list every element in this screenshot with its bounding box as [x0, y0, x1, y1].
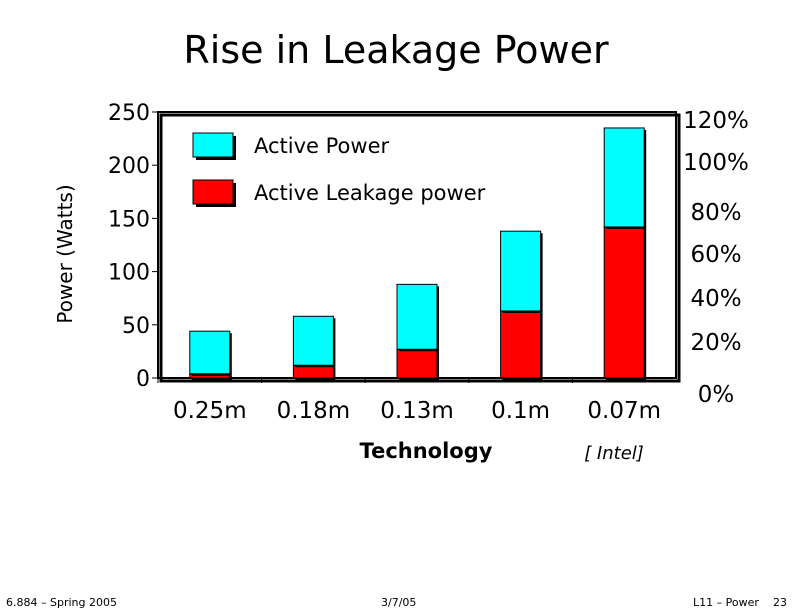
y-tick-label: 150	[108, 207, 150, 232]
y2-tick-label: 20%	[690, 330, 741, 356]
legend-label: Active Leakage power	[254, 181, 486, 205]
x-tick-label: 0.25m	[173, 398, 247, 424]
footer-page-number: 23	[773, 596, 787, 609]
x-axis-title: Technology	[360, 439, 493, 463]
x-tick-label: 0.13m	[380, 398, 454, 424]
x-tick-label: 0.18m	[277, 398, 351, 424]
y2-tick-label: 0%	[698, 382, 735, 408]
bar-leakage-power	[500, 310, 542, 379]
legend-swatch	[192, 179, 234, 205]
footer-course: 6.884 – Spring 2005	[6, 596, 117, 609]
bar-active-power	[189, 330, 231, 375]
footer-date: 3/7/05	[381, 596, 417, 609]
x-tick-label: 0.07m	[587, 398, 661, 424]
bar-leakage-power	[396, 348, 438, 379]
bar-active-power	[603, 127, 645, 228]
y2-tick-label: 100%	[683, 150, 749, 176]
y-tick-label: 100	[108, 261, 150, 286]
bar-active-power	[500, 230, 542, 312]
footer-lecture: L11 – Power	[693, 596, 759, 609]
y-tick-label: 50	[122, 314, 150, 339]
y2-tick-label: 80%	[690, 200, 741, 226]
legend-label: Active Power	[254, 134, 389, 158]
bar-active-power	[396, 283, 438, 350]
bar-leakage-power	[603, 226, 645, 379]
y2-tick-label: 120%	[683, 108, 749, 134]
y-tick-label: 200	[108, 154, 150, 179]
y-axis-title: Power (Watts)	[53, 184, 77, 323]
legend-swatch	[192, 132, 234, 158]
y-tick-label: 250	[108, 101, 150, 126]
y2-tick-label: 40%	[690, 286, 741, 312]
bar-active-power	[292, 315, 334, 366]
x-tick-label: 0.1m	[491, 398, 550, 424]
slide-title: Rise in Leakage Power	[183, 28, 609, 72]
y-tick-label: 0	[136, 367, 150, 392]
y2-tick-label: 60%	[690, 242, 741, 268]
source-note: [ Intel]	[584, 443, 644, 464]
plot-frame-shadow	[159, 113, 681, 383]
